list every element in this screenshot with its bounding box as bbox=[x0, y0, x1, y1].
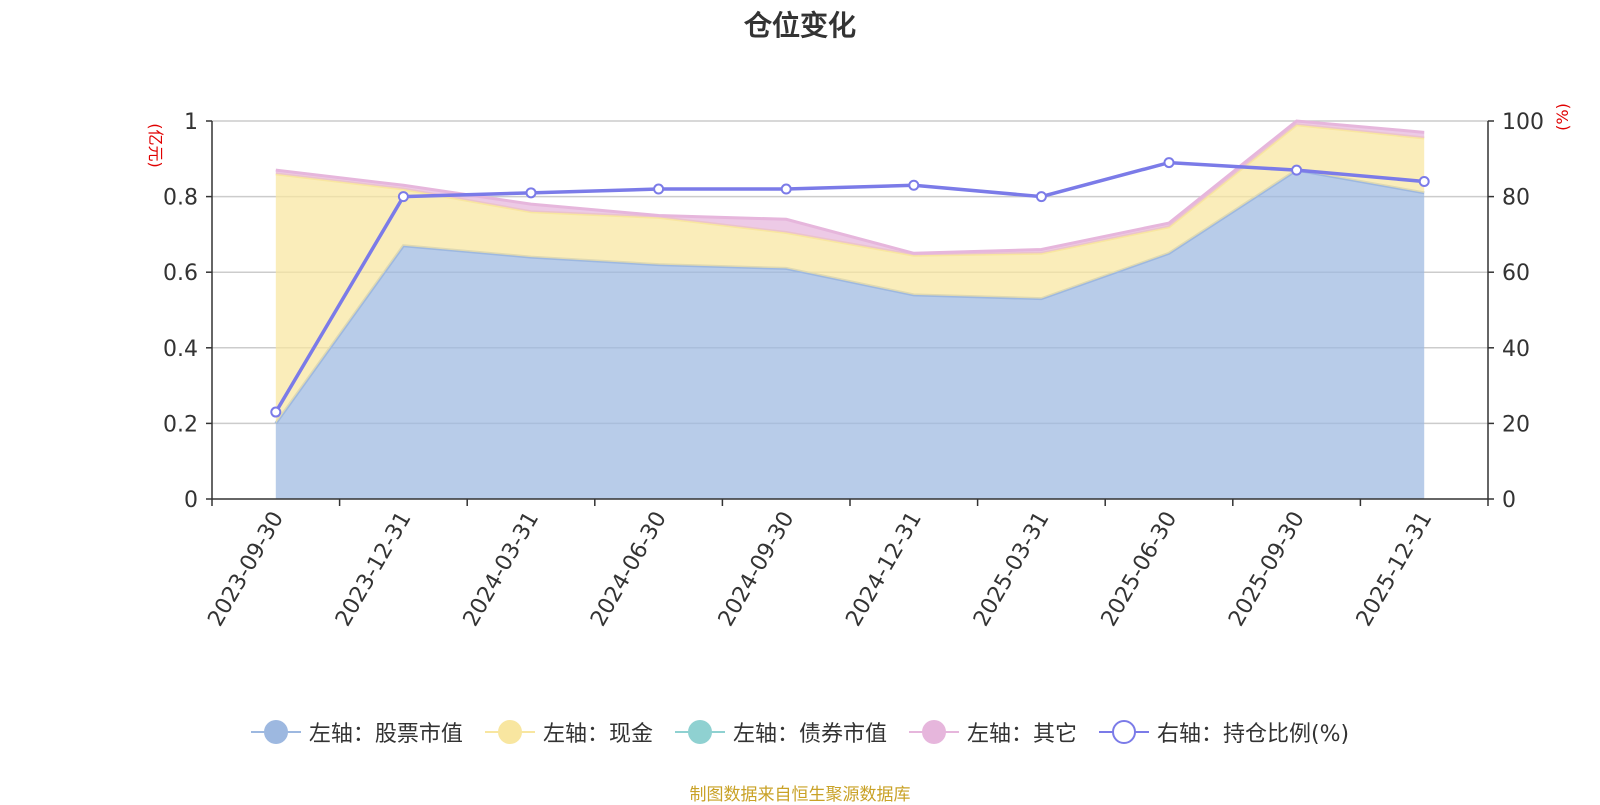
x-tick-label: 2025-06-30 bbox=[1097, 508, 1183, 631]
line-point bbox=[908, 179, 920, 191]
left-axis-unit: (亿元) bbox=[146, 123, 165, 168]
left-tick-label: 0 bbox=[184, 488, 198, 513]
left-tick-label: 0.8 bbox=[163, 186, 198, 211]
left-tick-label: 0.2 bbox=[163, 412, 198, 437]
line-point bbox=[270, 406, 282, 418]
legend-item[interactable]: 左轴：现金 bbox=[484, 716, 653, 748]
line-point bbox=[1163, 157, 1175, 169]
x-tick-label: 2024-09-30 bbox=[714, 508, 800, 631]
x-tick-label: 2025-03-31 bbox=[969, 508, 1055, 631]
right-axis-unit: (%) bbox=[1553, 103, 1572, 131]
source-note: 制图数据来自恒生聚源数据库 bbox=[689, 785, 911, 805]
right-tick-label: 0 bbox=[1502, 488, 1516, 513]
x-tick-label: 2024-06-30 bbox=[586, 508, 672, 631]
legend-item[interactable]: 左轴：股票市值 bbox=[250, 716, 463, 748]
right-tick-label: 20 bbox=[1502, 412, 1530, 437]
legend-label: 左轴：现金 bbox=[542, 722, 653, 747]
legend-marker bbox=[250, 720, 301, 744]
left-tick-label: 0.4 bbox=[163, 337, 198, 362]
legend-item[interactable]: 左轴：其它 bbox=[908, 716, 1077, 748]
line-point bbox=[653, 183, 665, 195]
line-point bbox=[397, 191, 409, 203]
right-tick-label: 100 bbox=[1502, 110, 1544, 135]
area-左轴：现金 bbox=[275, 124, 1425, 424]
left-tick-label: 0.6 bbox=[163, 261, 198, 286]
line-point bbox=[525, 187, 537, 199]
legend: 左轴：股票市值 左轴：现金 左轴：债券市值 左轴：其它 右轴：持仓比例(%) bbox=[0, 716, 1600, 748]
line-point bbox=[1035, 191, 1047, 203]
chart-title: 仓位变化 bbox=[743, 9, 856, 42]
left-tick-label: 1 bbox=[184, 110, 198, 135]
x-tick-label: 2025-09-30 bbox=[1224, 508, 1310, 631]
legend-marker bbox=[908, 720, 959, 744]
area-edge-左轴：现金 bbox=[275, 123, 1425, 257]
legend-label: 左轴：股票市值 bbox=[308, 722, 463, 747]
legend-marker bbox=[674, 720, 725, 744]
line-point bbox=[1291, 164, 1303, 176]
legend-label: 右轴：持仓比例(%) bbox=[1156, 722, 1350, 747]
legend-marker bbox=[1098, 720, 1149, 744]
line-point bbox=[780, 183, 792, 195]
x-tick-label: 2025-12-31 bbox=[1352, 508, 1438, 631]
right-tick-label: 60 bbox=[1502, 261, 1530, 286]
legend-item[interactable]: 右轴：持仓比例(%) bbox=[1098, 716, 1350, 748]
line-point bbox=[1418, 175, 1430, 187]
x-tick-label: 2023-09-30 bbox=[203, 508, 289, 631]
area-左轴：股票市值 bbox=[275, 170, 1425, 499]
x-tick-label: 2024-12-31 bbox=[841, 508, 927, 631]
legend-marker bbox=[484, 720, 535, 744]
right-tick-label: 40 bbox=[1502, 337, 1530, 362]
legend-label: 左轴：其它 bbox=[966, 722, 1077, 747]
x-tick-label: 2024-03-31 bbox=[459, 508, 545, 631]
right-tick-label: 80 bbox=[1502, 186, 1530, 211]
x-tick-label: 2023-12-31 bbox=[331, 508, 417, 631]
series-line bbox=[274, 160, 1425, 413]
legend-label: 左轴：债券市值 bbox=[732, 722, 887, 747]
legend-item[interactable]: 左轴：债券市值 bbox=[674, 716, 887, 748]
